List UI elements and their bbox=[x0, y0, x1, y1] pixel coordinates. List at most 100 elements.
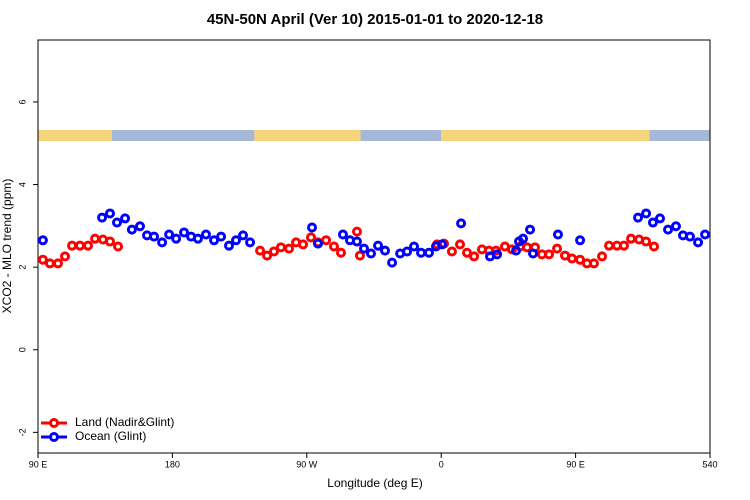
x-tick-label: 540 bbox=[702, 459, 717, 469]
point bbox=[552, 229, 563, 240]
point bbox=[104, 208, 115, 219]
chart-title: 45N-50N April (Ver 10) 2015-01-01 to 202… bbox=[207, 11, 543, 28]
y-axis-label: XCO2 - MLO trend (ppm) bbox=[0, 179, 14, 314]
point bbox=[618, 240, 629, 251]
point bbox=[575, 235, 586, 246]
point bbox=[201, 229, 211, 240]
point bbox=[544, 249, 555, 260]
point bbox=[684, 231, 695, 242]
point bbox=[231, 235, 242, 246]
map-strip bbox=[649, 130, 710, 141]
legend-marker bbox=[49, 432, 59, 442]
point bbox=[455, 239, 466, 250]
point bbox=[469, 251, 480, 262]
point bbox=[305, 232, 316, 243]
point bbox=[654, 213, 665, 224]
y-tick-label: 4 bbox=[17, 182, 27, 187]
point bbox=[209, 235, 220, 246]
y-tick-label: -2 bbox=[17, 428, 27, 436]
point bbox=[149, 231, 160, 242]
point bbox=[216, 231, 227, 242]
point bbox=[351, 226, 362, 237]
point bbox=[321, 235, 332, 246]
point bbox=[113, 241, 124, 252]
point bbox=[366, 248, 377, 259]
map-strip bbox=[441, 130, 650, 141]
point bbox=[358, 243, 369, 254]
point bbox=[268, 246, 279, 257]
point bbox=[328, 241, 339, 252]
map-strip bbox=[111, 130, 255, 141]
point bbox=[67, 240, 78, 251]
x-tick-label: 180 bbox=[165, 459, 180, 469]
plot-frame bbox=[37, 39, 711, 454]
point bbox=[335, 247, 346, 258]
point bbox=[416, 247, 427, 258]
point bbox=[313, 238, 323, 249]
point bbox=[37, 235, 48, 246]
point bbox=[351, 236, 362, 247]
point bbox=[693, 237, 704, 248]
map-strip bbox=[38, 130, 112, 141]
point bbox=[192, 233, 203, 244]
point bbox=[641, 208, 652, 219]
point bbox=[641, 236, 652, 247]
point bbox=[633, 212, 644, 223]
point bbox=[179, 227, 190, 238]
point bbox=[380, 245, 391, 256]
point bbox=[223, 240, 234, 251]
point bbox=[588, 258, 599, 269]
point bbox=[97, 212, 108, 223]
legend-label: Land (Nadir&Glint) bbox=[75, 415, 174, 429]
point bbox=[525, 224, 536, 235]
point bbox=[446, 246, 457, 257]
point bbox=[104, 236, 115, 247]
x-tick-label: 90 W bbox=[296, 459, 318, 469]
x-tick-label: 90 E bbox=[29, 459, 48, 469]
point bbox=[298, 239, 309, 250]
point bbox=[111, 217, 122, 228]
point bbox=[567, 253, 578, 264]
legend-marker bbox=[49, 418, 59, 428]
point bbox=[37, 254, 48, 265]
point bbox=[53, 258, 64, 269]
point bbox=[604, 240, 615, 251]
point bbox=[700, 229, 711, 240]
x-tick-label: 0 bbox=[439, 459, 444, 469]
point bbox=[456, 218, 467, 229]
point bbox=[134, 221, 145, 232]
y-tick-label: 0 bbox=[17, 347, 27, 352]
point bbox=[245, 237, 256, 248]
point bbox=[284, 243, 295, 254]
point bbox=[670, 221, 681, 232]
point bbox=[647, 217, 658, 228]
point bbox=[307, 222, 318, 233]
point bbox=[528, 248, 539, 259]
point bbox=[171, 233, 182, 244]
point bbox=[83, 240, 94, 251]
point bbox=[626, 233, 637, 244]
point bbox=[552, 243, 563, 254]
point bbox=[387, 257, 398, 268]
point bbox=[337, 229, 348, 240]
point bbox=[255, 245, 266, 256]
point bbox=[511, 245, 522, 256]
point bbox=[157, 237, 168, 248]
point bbox=[423, 247, 434, 258]
x-tick-label: 90 E bbox=[566, 459, 585, 469]
point bbox=[74, 240, 85, 251]
point bbox=[518, 233, 529, 244]
point bbox=[373, 240, 384, 251]
point bbox=[354, 250, 365, 261]
point bbox=[597, 251, 608, 262]
point bbox=[522, 242, 533, 253]
point bbox=[663, 224, 674, 235]
point bbox=[238, 230, 249, 241]
point bbox=[44, 258, 55, 269]
point bbox=[436, 239, 447, 250]
point bbox=[60, 251, 71, 262]
point bbox=[649, 241, 659, 252]
y-tick-label: 6 bbox=[17, 99, 27, 104]
point bbox=[126, 224, 137, 235]
